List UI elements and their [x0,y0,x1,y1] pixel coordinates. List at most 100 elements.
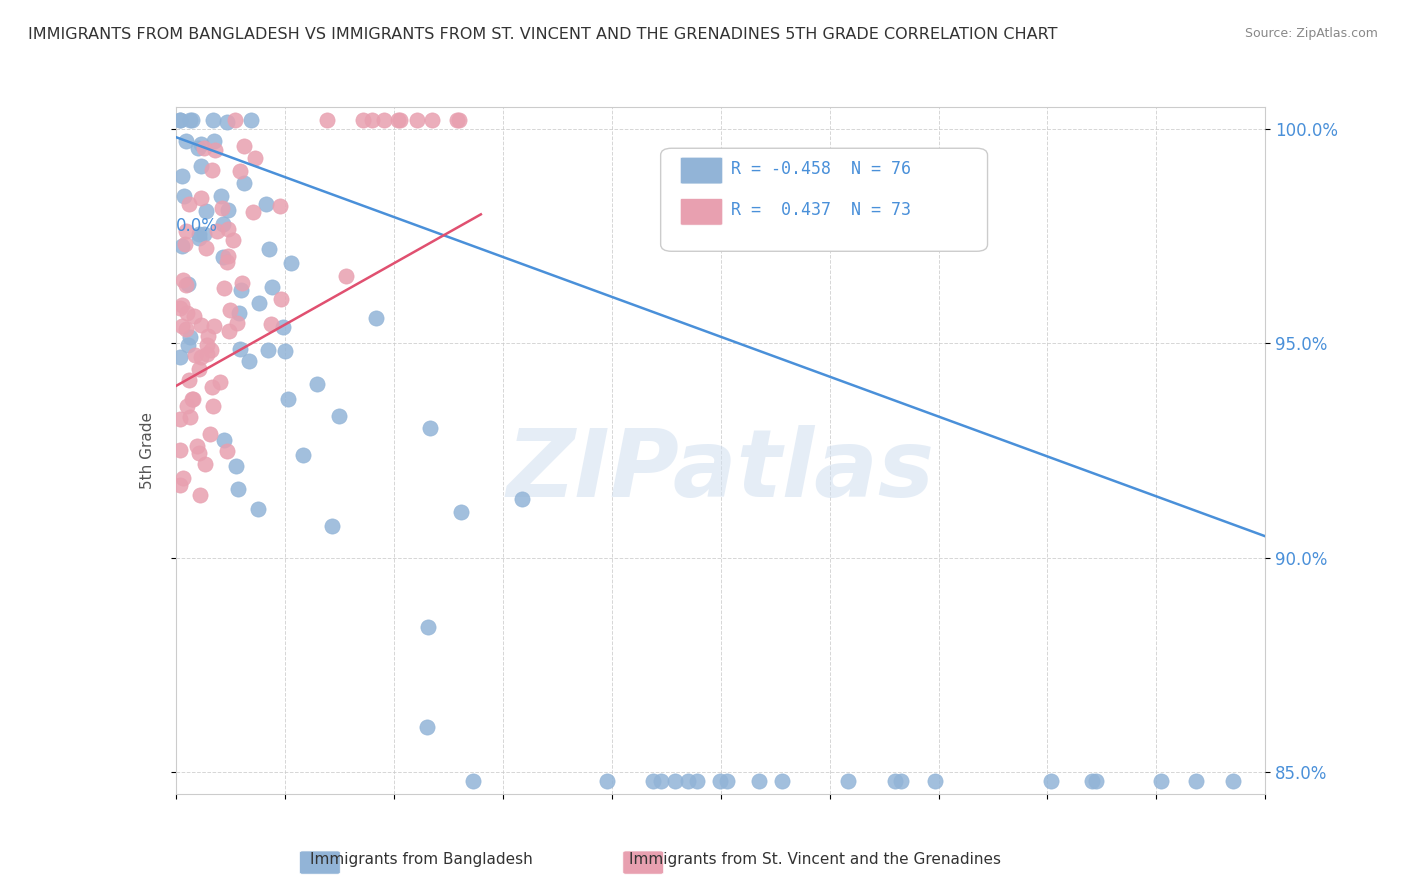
Point [177,277,200,291]
Point [1040,774,1063,789]
Point [212,433,235,447]
Point [643,774,665,789]
Point [174,135,197,149]
Point [260,317,283,331]
Point [176,224,198,238]
Point [169,411,191,425]
Text: Immigrants from St. Vincent and the Grenadines: Immigrants from St. Vincent and the Gren… [630,852,1001,867]
Point [217,222,239,236]
Point [1080,774,1102,789]
Point [650,774,672,789]
Text: IMMIGRANTS FROM BANGLADESH VS IMMIGRANTS FROM ST. VINCENT AND THE GRENADINES 5TH: IMMIGRANTS FROM BANGLADESH VS IMMIGRANTS… [28,27,1057,42]
Point [211,217,233,231]
Point [245,152,267,166]
Text: ZIPatlas: ZIPatlas [506,425,935,517]
Point [1084,774,1107,789]
Point [169,112,191,127]
Point [209,189,232,203]
Point [450,506,472,520]
Point [686,774,709,789]
Point [179,196,201,211]
Point [217,203,239,218]
Point [461,774,484,789]
Point [231,283,253,297]
Point [215,443,238,458]
Point [208,375,231,389]
Point [195,338,218,352]
Point [218,324,240,338]
Point [274,344,297,359]
Point [174,277,197,292]
FancyBboxPatch shape [661,148,987,252]
Point [229,342,252,356]
Point [190,137,212,152]
Point [352,112,374,127]
Text: R =  0.437  N = 73: R = 0.437 N = 73 [731,201,911,219]
Point [190,191,212,205]
Point [228,306,250,320]
Point [238,354,260,368]
Point [193,141,215,155]
Point [187,361,209,376]
Point [176,337,198,351]
Point [890,774,912,789]
Point [389,112,412,127]
Point [416,720,439,734]
Point [172,273,194,287]
Point [201,163,224,178]
Point [211,201,233,215]
Point [198,427,221,442]
Point [202,318,225,333]
Text: 0.0%: 0.0% [176,217,218,235]
Point [361,112,384,127]
Point [176,399,198,413]
Point [170,298,193,312]
Point [184,349,207,363]
Point [195,203,218,218]
Point [225,459,247,474]
Point [211,250,233,264]
Point [924,774,946,789]
Point [233,176,256,190]
Point [510,492,533,507]
Point [242,205,264,219]
Point [169,350,191,364]
Point [277,392,299,406]
Point [291,448,314,462]
Point [197,329,219,343]
Point [422,112,444,127]
Point [406,112,429,127]
Point [221,233,243,247]
Point [188,227,211,242]
Point [1150,774,1173,789]
Point [240,112,263,127]
Point [179,409,201,424]
Point [193,227,215,241]
Point [748,774,770,789]
Point [174,322,197,336]
Text: Immigrants from Bangladesh: Immigrants from Bangladesh [311,852,533,867]
Point [190,318,212,332]
Point [217,254,239,268]
Point [315,112,337,127]
Point [202,399,225,413]
Point [246,502,269,516]
Point [204,143,226,157]
Point [305,377,328,392]
FancyBboxPatch shape [681,157,723,184]
Point [176,305,198,319]
Text: R = -0.458  N = 76: R = -0.458 N = 76 [731,160,911,178]
Point [231,276,253,290]
Point [328,409,350,424]
Point [270,292,292,306]
Point [416,620,439,634]
Point [174,236,197,251]
Point [387,112,409,127]
Point [837,774,859,789]
Text: Source: ZipAtlas.com: Source: ZipAtlas.com [1244,27,1378,40]
Point [716,774,738,789]
Point [269,199,291,213]
Point [280,256,302,270]
Point [183,309,205,323]
Point [169,112,191,127]
